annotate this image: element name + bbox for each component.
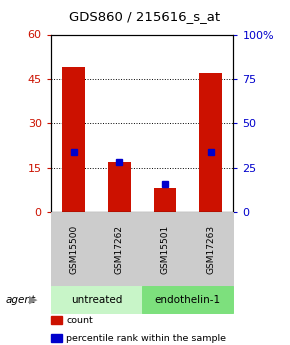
- Text: GSM17262: GSM17262: [115, 225, 124, 274]
- Text: GSM15500: GSM15500: [69, 225, 78, 274]
- Bar: [62, 67, 85, 212]
- Bar: [199, 73, 222, 212]
- Text: percentile rank within the sample: percentile rank within the sample: [66, 334, 226, 343]
- Text: GSM17263: GSM17263: [206, 225, 215, 274]
- Bar: [153, 188, 176, 212]
- Text: agent: agent: [6, 295, 36, 305]
- Text: ▶: ▶: [29, 295, 38, 305]
- Text: GDS860 / 215616_s_at: GDS860 / 215616_s_at: [69, 10, 221, 23]
- Text: untreated: untreated: [71, 295, 122, 305]
- Text: GSM15501: GSM15501: [160, 225, 169, 274]
- Text: count: count: [66, 316, 93, 325]
- Text: endothelin-1: endothelin-1: [155, 295, 221, 305]
- Bar: [108, 162, 131, 212]
